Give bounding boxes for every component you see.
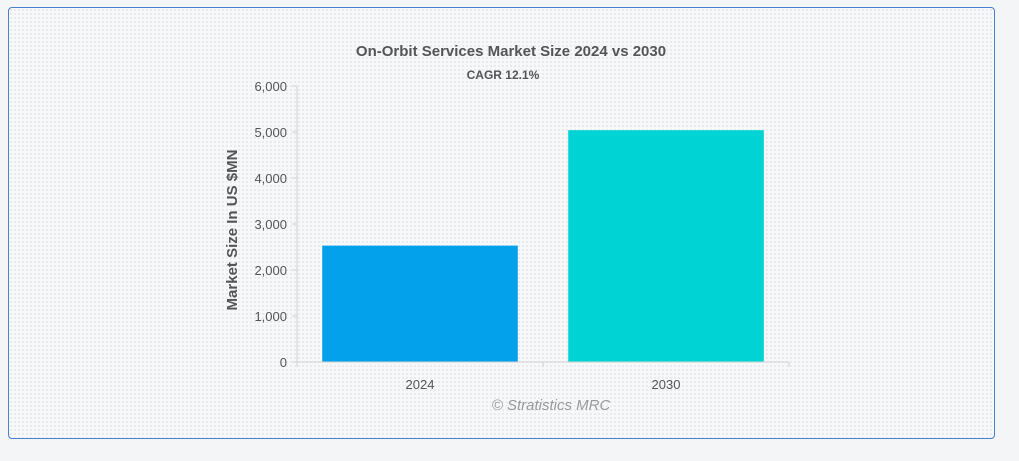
chart-subtitle: CAGR 12.1% [467, 68, 540, 82]
y-tick-label: 2,000 [254, 263, 287, 278]
x-axis-ticks: 2024 2030 [296, 362, 790, 392]
watermark: © Stratistics MRC [492, 397, 611, 414]
bar-chart: On-Orbit Services Market Size 2024 vs 20… [224, 43, 790, 414]
bar-2024 [322, 245, 518, 362]
y-tick-label: 0 [280, 355, 287, 370]
chart-title: On-Orbit Services Market Size 2024 vs 20… [356, 43, 666, 60]
y-axis-ticks: 0 1,000 2,000 3,000 4,000 5,000 6,000 [254, 79, 297, 370]
x-tick-label: 2024 [406, 377, 435, 392]
y-tick-label: 5,000 [254, 125, 287, 140]
bar-2030 [568, 130, 764, 362]
y-tick-label: 3,000 [254, 217, 287, 232]
bars [322, 130, 764, 362]
x-tick-label: 2030 [652, 377, 681, 392]
y-tick-label: 4,000 [254, 171, 287, 186]
chart-card: On-Orbit Services Market Size 2024 vs 20… [8, 7, 995, 439]
y-tick-label: 6,000 [254, 79, 287, 94]
y-axis-label: Market Size In US $MN [224, 150, 241, 311]
y-tick-label: 1,000 [254, 309, 287, 324]
